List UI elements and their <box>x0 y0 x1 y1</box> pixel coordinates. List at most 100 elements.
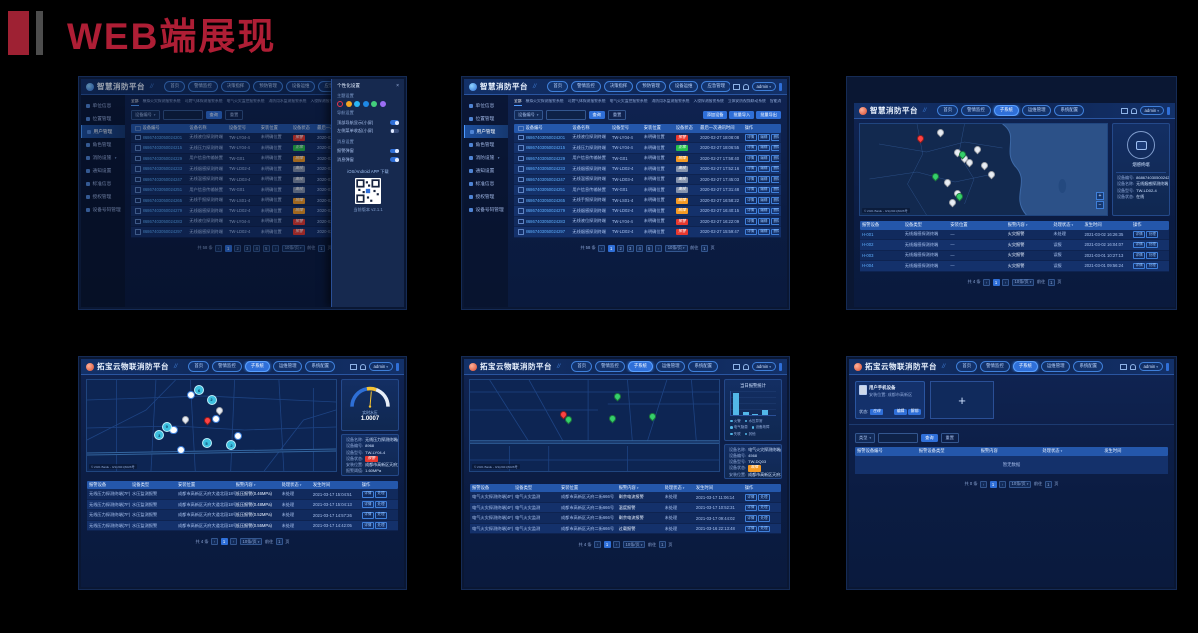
detail-button[interactable]: 详情 <box>1133 241 1146 249</box>
user-menu[interactable]: admin <box>1139 106 1164 115</box>
cluster-marker[interactable]: 6 <box>194 385 205 396</box>
toggle-switch[interactable] <box>390 157 399 162</box>
system-tab[interactable]: 电气火灾监控报警系统 <box>226 99 265 103</box>
reset-button[interactable]: 重置 <box>607 110 627 120</box>
table-row[interactable]: H-001 无线烟感探测终端 — 火灾报警 未处理 2021-03-02 16:… <box>860 229 1169 240</box>
theme-color-swatch[interactable] <box>371 100 378 107</box>
system-tab[interactable]: 全部 <box>131 99 139 106</box>
detail-button[interactable]: 详情 <box>744 134 757 141</box>
nav-pill[interactable]: 预防管理 <box>253 81 283 92</box>
theme-color-swatch[interactable] <box>354 100 361 107</box>
column-header[interactable]: 报警设备编号 <box>857 448 883 454</box>
sidebar-item[interactable]: 消防设施 ▾ <box>81 151 125 164</box>
delete-button[interactable]: 删除 <box>770 218 780 225</box>
nav-pill[interactable]: 系统配置 <box>1073 361 1104 372</box>
reset-button[interactable]: 重置 <box>224 110 244 120</box>
handle-button[interactable]: 处理 <box>374 511 388 519</box>
table-row[interactable]: 电气火灾探测终端(4F) 电气火灾监测 成都市高新区天府二街666号 剩余电流报… <box>470 513 781 524</box>
column-header[interactable]: 操作 <box>744 485 754 491</box>
handle-button[interactable]: 处理 <box>374 501 388 509</box>
nav-pill[interactable]: 首页 <box>956 361 978 372</box>
message-icon[interactable] <box>1120 107 1128 114</box>
column-header[interactable]: 报警设备类型 <box>918 448 945 454</box>
detail-button[interactable]: 详情 <box>744 494 757 501</box>
sort-caret-icon[interactable]: ▾ <box>1025 223 1028 228</box>
nav-pill[interactable]: 警情监控 <box>961 105 991 116</box>
detail-button[interactable]: 详情 <box>744 186 757 194</box>
detail-button[interactable]: 详情 <box>744 218 757 225</box>
nav-pill[interactable]: 决策指挥 <box>220 81 251 92</box>
row-checkbox[interactable] <box>135 208 141 214</box>
nav-pill[interactable]: 系统配置 <box>688 361 719 372</box>
detail-button[interactable]: 详情 <box>744 228 757 236</box>
column-header[interactable]: 发生时间 <box>695 485 714 491</box>
prev-page-button[interactable] <box>594 541 602 549</box>
page-number-button[interactable]: 4 <box>253 244 261 252</box>
table-row[interactable]: 86867403050024279 无线烟感探测终端 TW-LD02-4 未明确… <box>514 206 781 217</box>
theme-color-swatch[interactable] <box>362 100 369 107</box>
page-number-button[interactable]: 1 <box>992 278 1000 286</box>
column-header[interactable]: 设备名称 <box>572 125 590 131</box>
column-header[interactable]: 报警内容▾ <box>1007 222 1028 228</box>
user-menu[interactable]: admin <box>751 362 776 371</box>
column-header[interactable]: 安装位置 <box>177 482 196 488</box>
more-icon[interactable] <box>779 82 782 91</box>
table-row[interactable]: H-002 无线烟感探测终端 — 火灾报警 误报 2021-03-02 16:0… <box>860 240 1169 251</box>
device-code[interactable]: 86867403050024251 <box>525 187 566 193</box>
table-row[interactable]: 无线压力探测终端(7F) 水压监测报警 成都市高新区天府大道北段18号 低压报警… <box>87 499 398 511</box>
device-code[interactable]: 86867403050024283 <box>525 218 566 224</box>
sidebar-item[interactable]: 通知设置 <box>81 164 125 177</box>
sidebar-item[interactable]: 单位信息 <box>81 99 125 112</box>
device-marker-ring[interactable] <box>186 390 196 400</box>
more-icon[interactable] <box>396 362 399 371</box>
edit-button[interactable]: 编辑 <box>757 228 770 236</box>
nav-pill[interactable]: 子系统 <box>993 105 1019 116</box>
query-button[interactable]: 查询 <box>205 111 222 119</box>
column-header[interactable]: 设备状态 <box>292 125 310 131</box>
cluster-marker[interactable]: 2 <box>226 440 237 451</box>
system-tab[interactable]: 消防用水监测报警系统 <box>651 99 690 103</box>
nav-pill[interactable]: 子系统 <box>627 361 653 372</box>
goto-page-input[interactable]: 1 <box>1044 480 1052 488</box>
page-number-button[interactable]: 2 <box>617 244 625 252</box>
alarm-device[interactable]: H-003 <box>862 252 874 258</box>
nav-pill[interactable]: 警情监控 <box>571 81 601 92</box>
sidebar-item[interactable]: 位置管理 <box>464 112 508 125</box>
table-row[interactable]: 86867403050024233 无线烟感探测终端 TW-LD02-4 未明确… <box>514 164 781 175</box>
map-zoom-out-button[interactable] <box>1096 201 1104 209</box>
alarm-device[interactable]: H-004 <box>862 263 874 269</box>
handle-button[interactable]: 处理 <box>374 522 388 530</box>
column-header[interactable]: 设备编号 <box>525 125 543 131</box>
nav-pill[interactable]: 系统配置 <box>305 361 336 372</box>
detail-button[interactable]: 详情 <box>1133 252 1146 259</box>
system-tab[interactable]: 消防用水监测报警系统 <box>268 99 307 103</box>
system-tab[interactable]: 模拟火灾探测报警系统 <box>525 99 564 103</box>
map-zoom-in-button[interactable] <box>1096 192 1104 200</box>
page-number-button[interactable]: 1 <box>989 480 997 488</box>
sidebar-item[interactable]: 设备号码管理 <box>464 203 508 216</box>
detail-button[interactable]: 详情 <box>744 155 757 162</box>
delete-button[interactable]: 删除 <box>770 207 780 215</box>
column-header[interactable]: 安装位置 <box>560 485 579 491</box>
table-row[interactable]: 86867403050024229 用户信息传输装置 TW-G01 未明确位置 … <box>514 153 781 164</box>
sort-caret-icon[interactable]: ▾ <box>636 486 639 491</box>
next-page-button[interactable] <box>272 244 280 252</box>
detail-button[interactable]: 详情 <box>1133 231 1146 238</box>
handle-button[interactable]: 处理 <box>757 504 771 512</box>
system-tab[interactable]: 立体安防视频联动系统 <box>727 99 766 103</box>
row-checkbox[interactable] <box>518 176 524 182</box>
card-action-button[interactable]: 解绑 <box>908 408 921 415</box>
page-number-button[interactable]: 1 <box>603 541 611 549</box>
row-checkbox[interactable] <box>518 134 524 140</box>
nav-pill[interactable]: 警情监控 <box>980 361 1010 372</box>
column-header[interactable]: 处理状态▾ <box>281 482 302 488</box>
page-size-select[interactable]: 10条/页 <box>1011 278 1035 286</box>
row-checkbox[interactable] <box>518 187 524 193</box>
message-icon[interactable] <box>732 83 740 90</box>
bell-icon[interactable] <box>742 83 749 90</box>
column-header[interactable]: 设备状态 <box>675 125 693 131</box>
more-icon[interactable] <box>779 362 782 371</box>
detail-button[interactable]: 详情 <box>744 515 757 522</box>
column-header[interactable]: 设备类型 <box>132 482 150 488</box>
sidebar-item[interactable]: 消防设施 ▾ <box>464 151 508 164</box>
